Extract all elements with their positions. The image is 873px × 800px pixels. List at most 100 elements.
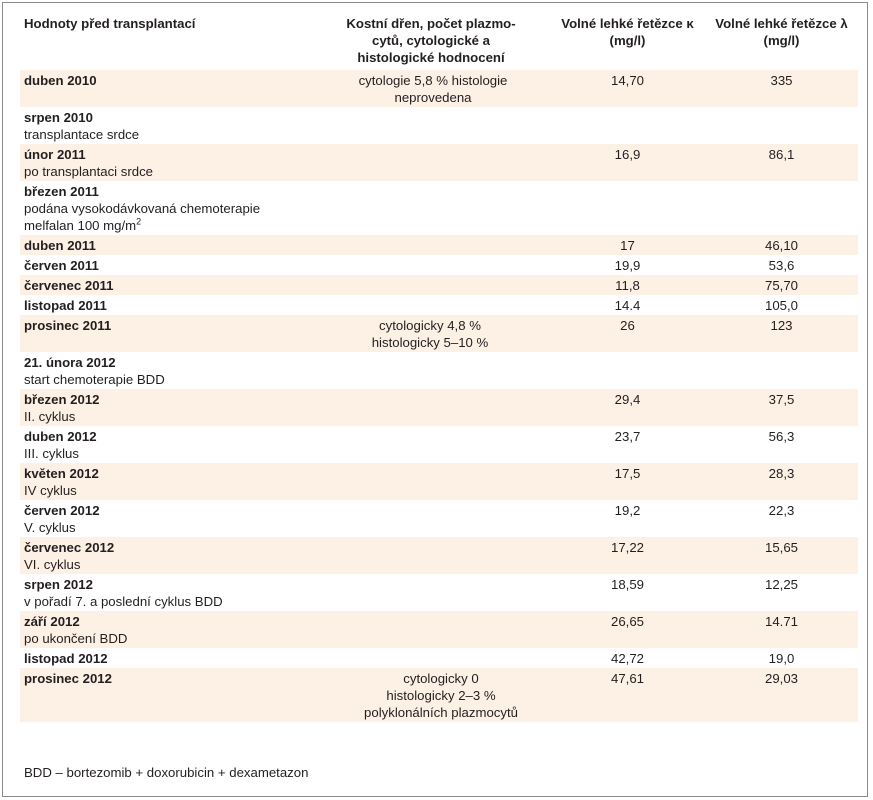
row-note: po transplantaci srdce: [24, 163, 306, 180]
row-kappa: 26: [550, 315, 705, 352]
row-period: květen 2012 IV cyklus: [20, 463, 310, 500]
row-kappa: 19,9: [614, 258, 641, 273]
row-kappa: 18,59: [610, 577, 644, 592]
row-note: VI. cyklus: [24, 556, 306, 573]
row-note-text: podána vysokodávkovaná chemoterapie melf…: [24, 201, 261, 233]
row-lambda: 37,5: [705, 389, 858, 426]
row-bone-marrow: cytologicky 0 histologicky 2–3 % polyklon…: [310, 668, 550, 722]
row-kappa: [550, 107, 705, 144]
header-lambda-unit: (mg/l): [763, 33, 800, 48]
row-lambda: 19,0: [768, 651, 795, 666]
row-date: duben 2011: [24, 238, 96, 253]
row-date: prosinec 2012: [24, 671, 112, 686]
row-note-text: v pořadí 7. a poslední cyklus BDD: [24, 594, 223, 609]
row-date: březen 2011: [24, 184, 99, 199]
row-note: II. cyklus: [24, 408, 306, 425]
row-note-superscript: 2: [136, 216, 142, 227]
header-period: Hodnoty před transplantací: [24, 16, 196, 31]
row-note: po ukončení BDD: [24, 630, 306, 647]
row-bone-marrow: [310, 144, 550, 181]
row-note: IV cyklus: [24, 482, 306, 499]
row-note: start chemoterapie BDD: [24, 371, 306, 388]
row-bone-marrow-line: histologicky 2–3 % polyklonálních plazmo…: [364, 688, 518, 720]
row-date: červen 2012: [24, 503, 100, 518]
row-bone-marrow: [310, 275, 550, 295]
row-note: v pořadí 7. a poslední cyklus BDD: [24, 593, 306, 610]
table-row: červenec 2011 11,8 75,70: [20, 275, 858, 295]
row-bone-marrow: [310, 352, 550, 389]
row-period: 21. února 2012 start chemoterapie BDD: [20, 352, 310, 389]
row-bone-marrow: [310, 107, 550, 144]
footnote: BDD – bortezomib + doxorubicin + dexamet…: [24, 765, 309, 780]
row-date: září 2012: [24, 614, 80, 629]
table-row: červen 2012 V. cyklus 19,2 22,3: [20, 500, 858, 537]
row-date: prosinec 2011: [24, 318, 112, 333]
row-lambda: 12,25: [764, 577, 798, 592]
row-note-text: II. cyklus: [24, 409, 76, 424]
row-kappa: 14.4: [614, 298, 641, 313]
row-note-text: V. cyklus: [24, 520, 76, 535]
row-kappa: 17,22: [550, 537, 705, 574]
row-kappa: 17: [550, 235, 705, 255]
row-lambda: 46,10: [705, 235, 858, 255]
row-period: listopad 2012: [20, 648, 310, 668]
row-kappa: 19,2: [614, 503, 641, 518]
row-date: červenec 2011: [24, 278, 114, 293]
row-date: 21. února 2012: [24, 355, 116, 370]
row-period: prosinec 2011: [20, 315, 310, 352]
row-period: srpen 2010 transplantace srdce: [20, 107, 310, 144]
row-lambda: 335: [705, 70, 858, 107]
row-period: červenec 2012 VI. cyklus: [20, 537, 310, 574]
row-bone-marrow: [310, 537, 550, 574]
row-kappa: 23,7: [614, 429, 641, 444]
row-lambda: [705, 107, 858, 144]
header-kappa-title: Volné lehké řetězce κ: [561, 16, 694, 31]
row-note-text: III. cyklus: [24, 446, 79, 461]
lab-values-table: Hodnoty před transplantací Kostní dřen, …: [20, 13, 858, 722]
row-period: duben 2011: [20, 235, 310, 255]
row-bone-marrow-line: cytologie 5,8 % histologie neprovedena: [358, 73, 508, 105]
row-lambda: [705, 352, 858, 389]
row-period: září 2012 po ukončení BDD: [20, 611, 310, 648]
row-bone-marrow: [310, 574, 550, 611]
row-lambda: 22,3: [768, 503, 795, 518]
row-bone-marrow: [310, 389, 550, 426]
row-bone-marrow: cytologie 5,8 % histologie neprovedena: [310, 70, 550, 107]
row-lambda: 86,1: [705, 144, 858, 181]
row-note-text: po ukončení BDD: [24, 631, 128, 646]
table-row: březen 2011 podána vysokodávkovaná chemot…: [20, 181, 858, 235]
row-period: červen 2012 V. cyklus: [20, 500, 310, 537]
row-kappa: 17,5: [550, 463, 705, 500]
row-lambda: 28,3: [705, 463, 858, 500]
table-row: srpen 2012 v pořadí 7. a poslední cyklus …: [20, 574, 858, 611]
table-row: 21. února 2012 start chemoterapie BDD: [20, 352, 858, 389]
row-note-text: start chemoterapie BDD: [24, 372, 165, 387]
row-bone-marrow-line: cytologicky 0: [403, 671, 479, 686]
row-bone-marrow-line: histologicky 5–10 %: [371, 335, 489, 350]
row-kappa: 47,61: [550, 668, 705, 722]
row-bone-marrow: [310, 426, 550, 463]
row-kappa: 14,70: [550, 70, 705, 107]
row-period: srpen 2012 v pořadí 7. a poslední cyklus …: [20, 574, 310, 611]
row-bone-marrow: cytologicky 4,8 % histologicky 5–10 %: [310, 315, 550, 352]
table-row: prosinec 2012 cytologicky 0 histologicky 2…: [20, 668, 858, 722]
header-lambda-title: Volné lehké řetězce λ: [715, 16, 848, 31]
row-note-text: IV cyklus: [24, 483, 77, 498]
row-lambda: 123: [705, 315, 858, 352]
row-period: červenec 2011: [20, 275, 310, 295]
row-lambda: 14.71: [705, 611, 858, 648]
row-period: březen 2011 podána vysokodávkovaná chemot…: [20, 181, 310, 235]
table-row: září 2012 po ukončení BDD 26,65 14.71: [20, 611, 858, 648]
row-kappa: 16,9: [550, 144, 705, 181]
row-lambda: 75,70: [705, 275, 858, 295]
row-kappa: 29,4: [550, 389, 705, 426]
table-row: srpen 2010 transplantace srdce: [20, 107, 858, 144]
row-date: listopad 2011: [24, 298, 107, 313]
row-kappa: 11,8: [550, 275, 705, 295]
row-kappa: [550, 181, 705, 235]
row-note-text: po transplantaci srdce: [24, 164, 154, 179]
table-row: červenec 2012 VI. cyklus 17,22 15,65: [20, 537, 858, 574]
row-date: srpen 2010: [24, 110, 93, 125]
row-date: listopad 2012: [24, 651, 108, 666]
